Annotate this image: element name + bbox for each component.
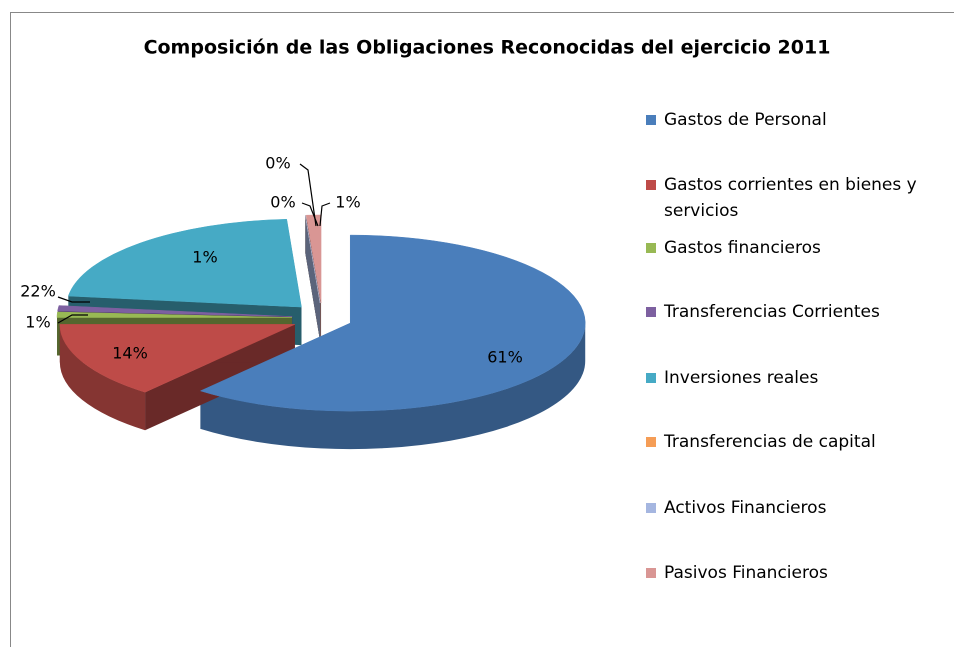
frame <box>10 12 954 647</box>
legend-item: Inversiones reales <box>646 365 946 391</box>
slice <box>57 305 293 317</box>
leader-line <box>57 296 90 303</box>
data-label: 0% <box>270 193 295 212</box>
legend-label: Gastos corrientes en bienes y servicios <box>664 175 917 221</box>
slice <box>59 324 295 393</box>
slice-wall <box>200 323 586 450</box>
slice <box>56 311 293 318</box>
legend-label: Gastos de Personal <box>664 110 827 130</box>
legend-swatch <box>646 503 656 513</box>
legend-label: Transferencias Corrientes <box>664 302 880 322</box>
data-label: 1% <box>335 193 360 212</box>
legend-item: Pasivos Financieros <box>646 560 946 586</box>
legend-label: Gastos financieros <box>664 238 821 258</box>
data-label: 1% <box>192 248 217 267</box>
legend-swatch <box>646 437 656 447</box>
slice-side <box>305 215 321 342</box>
legend-item: Gastos corrientes en bienes y servicios <box>646 172 946 224</box>
data-label: 0% <box>265 154 290 173</box>
legend-swatch <box>646 568 656 578</box>
data-label: 1% <box>25 313 50 332</box>
slice-wall <box>59 324 146 431</box>
legend-swatch <box>646 180 656 190</box>
legend-item: Gastos financieros <box>646 235 946 261</box>
chart-title: Composición de las Obligaciones Reconoci… <box>144 37 831 59</box>
leader-line <box>299 163 317 227</box>
legend-label: Activos Financieros <box>664 498 827 518</box>
legend-item: Activos Financieros <box>646 495 946 521</box>
legend-swatch <box>646 373 656 383</box>
data-label: 61% <box>487 348 523 367</box>
leader-line <box>57 314 88 324</box>
legend-swatch <box>646 307 656 317</box>
slice <box>199 234 586 412</box>
legend-swatch <box>646 115 656 125</box>
data-label: 22% <box>20 282 56 301</box>
legend-swatch <box>646 243 656 253</box>
legend-label: Transferencias de capital <box>664 432 876 452</box>
slice <box>67 218 302 308</box>
data-label: 14% <box>112 344 148 363</box>
pie <box>56 214 586 450</box>
legend-label: Inversiones reales <box>664 368 819 388</box>
legend-item: Gastos de Personal <box>646 107 946 133</box>
legend-item: Transferencias Corrientes <box>646 299 946 325</box>
leader-line <box>319 202 331 227</box>
legend-item: Transferencias de capital <box>646 429 946 455</box>
leader-line <box>301 202 319 227</box>
legend-label: Pasivos Financieros <box>664 563 828 583</box>
